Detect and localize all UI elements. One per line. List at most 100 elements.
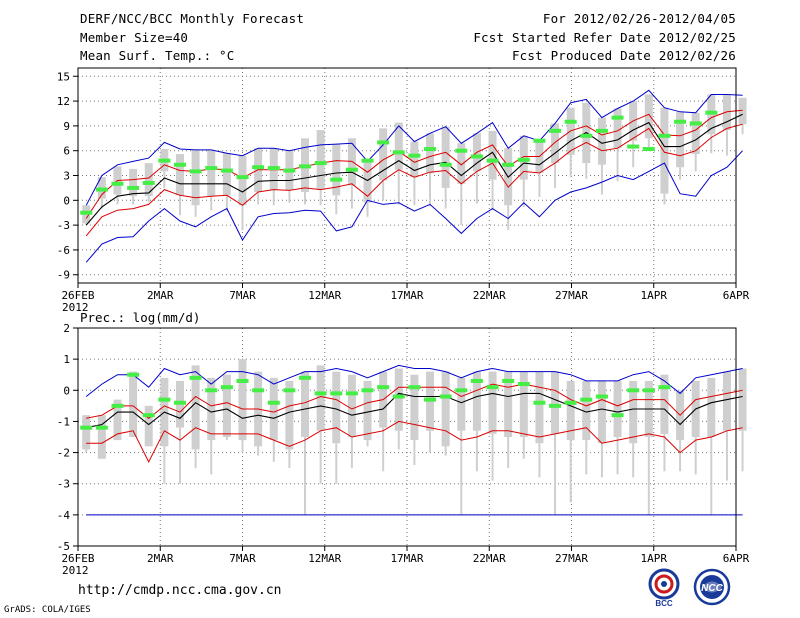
prec-box (332, 371, 341, 444)
prec-median-mark (252, 388, 265, 393)
prec-box (707, 377, 716, 437)
temp-xtick-label: 1APR (641, 289, 668, 302)
prec-median-mark (111, 403, 124, 408)
prec-xtick-label: 27MAR (555, 552, 588, 565)
temp-median-mark (470, 154, 483, 159)
temp-xtick-label: 2MAR (147, 289, 174, 302)
prec-median-mark (377, 385, 390, 390)
member-size: Member Size=40 (80, 30, 189, 45)
prec-median-mark (595, 394, 608, 399)
temp-median-mark (330, 177, 343, 182)
temp-median-mark (283, 168, 296, 173)
prec-xtick-sublabel: 2012 (62, 564, 89, 577)
temp-median-mark (205, 166, 218, 171)
prec-median-mark (486, 385, 499, 390)
prec-median-mark (267, 400, 280, 405)
temp-box (410, 141, 419, 178)
temp-ytick-label: -3 (57, 219, 70, 232)
prec-xtick-label: 7MAR (229, 552, 256, 565)
prec-box (144, 405, 153, 447)
prec-box (269, 377, 278, 441)
prec-xtick-label: 1APR (641, 552, 668, 565)
temp-median-mark (314, 161, 327, 166)
prec-mean-line (86, 392, 743, 429)
prec-box (738, 368, 747, 431)
prec-box (597, 380, 606, 444)
temp-box (613, 108, 622, 149)
temp-ytick-label: 9 (63, 120, 70, 133)
prec-box (488, 371, 497, 434)
temp-box (175, 154, 184, 196)
temp-xtick-label: 22MAR (473, 289, 506, 302)
prec-box (301, 371, 310, 437)
temp-box (144, 163, 153, 197)
prec-xtick-label: 17MAR (390, 552, 423, 565)
temp-box (379, 128, 388, 181)
temp-box (660, 107, 669, 194)
temp-ytick-label: 6 (63, 145, 70, 158)
prec-median-mark (642, 388, 655, 393)
prec-ytick-label: 0 (63, 384, 70, 397)
temp-median-mark (127, 185, 140, 190)
prec-xtick-label: 2MAR (147, 552, 174, 565)
prec-box (722, 371, 731, 431)
prec-median-mark (314, 391, 327, 396)
temp-upper-line (85, 150, 743, 263)
prec-box (410, 374, 419, 441)
prec-box (316, 365, 325, 431)
temp-box (363, 160, 372, 203)
temp-median-mark (674, 119, 687, 124)
temp-median-mark (345, 167, 358, 172)
bcc-logo: BCC (648, 568, 680, 608)
prec-median-mark (189, 375, 202, 380)
temp-ytick-label: 0 (63, 194, 70, 207)
prec-box (207, 377, 216, 441)
prec-median-mark (470, 378, 483, 383)
temp-box (394, 122, 403, 170)
temp-median-mark (377, 140, 390, 145)
temp-median-mark (564, 119, 577, 124)
temp-median-mark (486, 158, 499, 163)
source-url[interactable]: http://cmdp.ncc.cma.gov.cn (78, 583, 282, 598)
temp-median-mark (111, 181, 124, 186)
temp-mean-line (85, 113, 743, 226)
temp-median-mark (611, 115, 624, 120)
temp-box (129, 168, 138, 197)
temp-xtick-label: 12MAR (308, 289, 341, 302)
ncc-logo-text: NCC (701, 583, 723, 594)
temp-box (457, 143, 466, 184)
prec-box (285, 380, 294, 450)
temp-box (191, 149, 200, 206)
prec-median-mark (455, 388, 468, 393)
prec-box (457, 377, 466, 431)
temp-median-mark (158, 158, 171, 163)
prec-box (222, 374, 231, 437)
temp-median-mark (173, 162, 186, 167)
prec-box (191, 365, 200, 450)
temp-median-mark (658, 133, 671, 138)
prec-median-mark (564, 400, 577, 405)
temp-median-mark (689, 121, 702, 126)
forecast-started-date: Fcst Started Refer Date 2012/02/25 (473, 30, 736, 45)
temp-median-mark (361, 158, 374, 163)
grads-credit: GrADS: COLA/IGES (4, 605, 91, 615)
temp-box (691, 112, 700, 154)
temp-median-mark (595, 128, 608, 133)
prec-box (97, 415, 106, 459)
temp-median-mark (627, 144, 640, 149)
prec-ytick-label: 1 (63, 353, 70, 366)
temp-median-mark (252, 165, 265, 170)
temp-box (441, 126, 450, 188)
prec-box (82, 415, 91, 450)
prec-xtick-label: 22MAR (473, 552, 506, 565)
temp-median-mark (502, 162, 515, 167)
prec-box (613, 380, 622, 437)
prec-median-mark (220, 385, 233, 390)
prec-box (535, 371, 544, 444)
temp-median-mark (189, 169, 202, 174)
prec-median-mark (158, 397, 171, 402)
prec-ytick-label: -5 (57, 540, 70, 553)
bcc-logo-text: BCC (655, 599, 673, 608)
prec-median-mark (517, 382, 530, 387)
